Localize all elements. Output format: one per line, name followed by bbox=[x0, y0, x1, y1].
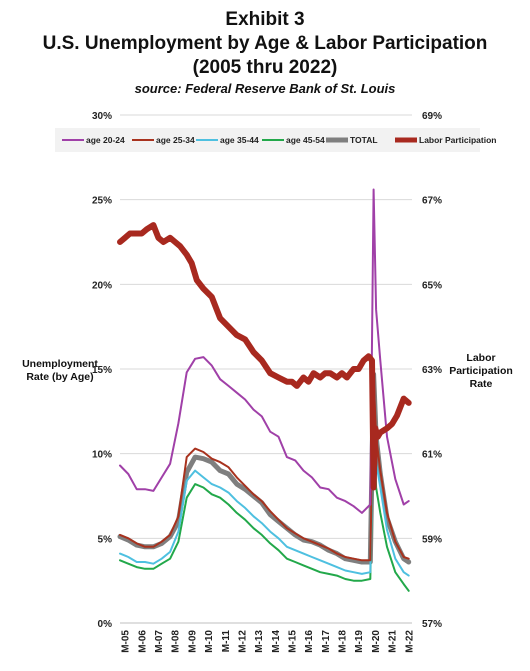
y-left-tick-label: 25% bbox=[92, 196, 112, 207]
y-left-tick-label: 10% bbox=[92, 450, 112, 461]
y-right-tick-label: 69% bbox=[422, 111, 442, 122]
y-right-tick-label: 59% bbox=[422, 534, 442, 545]
y-right-tick-label: 57% bbox=[422, 619, 442, 630]
x-tick-label: M-17 bbox=[321, 630, 332, 653]
x-tick-label: M-09 bbox=[187, 630, 198, 653]
series-line-total bbox=[117, 371, 412, 565]
chart-title-line-2: U.S. Unemployment by Age & Labor Partici… bbox=[42, 33, 488, 54]
y-left-tick-label: 15% bbox=[92, 365, 112, 376]
x-tick-label: M-21 bbox=[388, 630, 399, 653]
x-tick-label: M-14 bbox=[271, 630, 282, 653]
chart-title-line-1: Exhibit 3 bbox=[225, 9, 305, 30]
y-right-tick-label: 61% bbox=[422, 450, 442, 461]
y-left-tick-label: 20% bbox=[92, 280, 112, 291]
series-line-age-35-44 bbox=[119, 405, 410, 577]
y-left-tick-label: 0% bbox=[98, 619, 113, 630]
x-tick-label: M-11 bbox=[221, 630, 232, 653]
y-left-tick-label: 5% bbox=[98, 534, 113, 545]
x-tick-label: M-06 bbox=[137, 630, 148, 653]
y-left-tick-label: 30% bbox=[92, 111, 112, 122]
y-axis-right-label: Labor Participation Rate bbox=[449, 352, 513, 390]
x-tick-label: M-12 bbox=[237, 630, 248, 653]
chart-title-block: Exhibit 3 U.S. Unemployment by Age & Lab… bbox=[0, 8, 530, 98]
x-tick-label: M-10 bbox=[204, 630, 215, 653]
x-tick-label: M-13 bbox=[254, 630, 265, 653]
x-tick-label: M-08 bbox=[171, 630, 182, 653]
x-tick-label: M-20 bbox=[371, 630, 382, 653]
x-tick-label: M-18 bbox=[338, 630, 349, 653]
x-tick-label: M-15 bbox=[287, 630, 298, 653]
legend-label: age 45-54 bbox=[286, 135, 325, 145]
legend-label: Labor Participation bbox=[419, 135, 496, 145]
legend-label: TOTAL bbox=[350, 135, 378, 145]
x-tick-label: M-19 bbox=[354, 630, 365, 653]
series-line-age-20-24 bbox=[119, 188, 410, 514]
series-line-labor-participation bbox=[117, 222, 412, 491]
y-right-tick-label: 63% bbox=[422, 365, 442, 376]
legend-label: age 25-34 bbox=[156, 135, 195, 145]
y-axis-left-label: Unemployment Rate (by Age) bbox=[22, 358, 98, 383]
y-right-tick-label: 67% bbox=[422, 196, 442, 207]
y-right-tick-label: 65% bbox=[422, 280, 442, 291]
x-tick-label: M-22 bbox=[404, 630, 415, 653]
chart-title-line-3: (2005 thru 2022) bbox=[192, 57, 338, 78]
series-line-age-25-34 bbox=[119, 376, 410, 562]
x-tick-label: M-05 bbox=[121, 630, 132, 653]
x-tick-label: M-16 bbox=[304, 630, 315, 653]
legend-label: age 20-24 bbox=[86, 135, 125, 145]
legend-label: age 35-44 bbox=[220, 135, 259, 145]
chart-source: source: Federal Reserve Bank of St. Loui… bbox=[134, 81, 396, 96]
x-tick-label: M-07 bbox=[154, 630, 165, 653]
